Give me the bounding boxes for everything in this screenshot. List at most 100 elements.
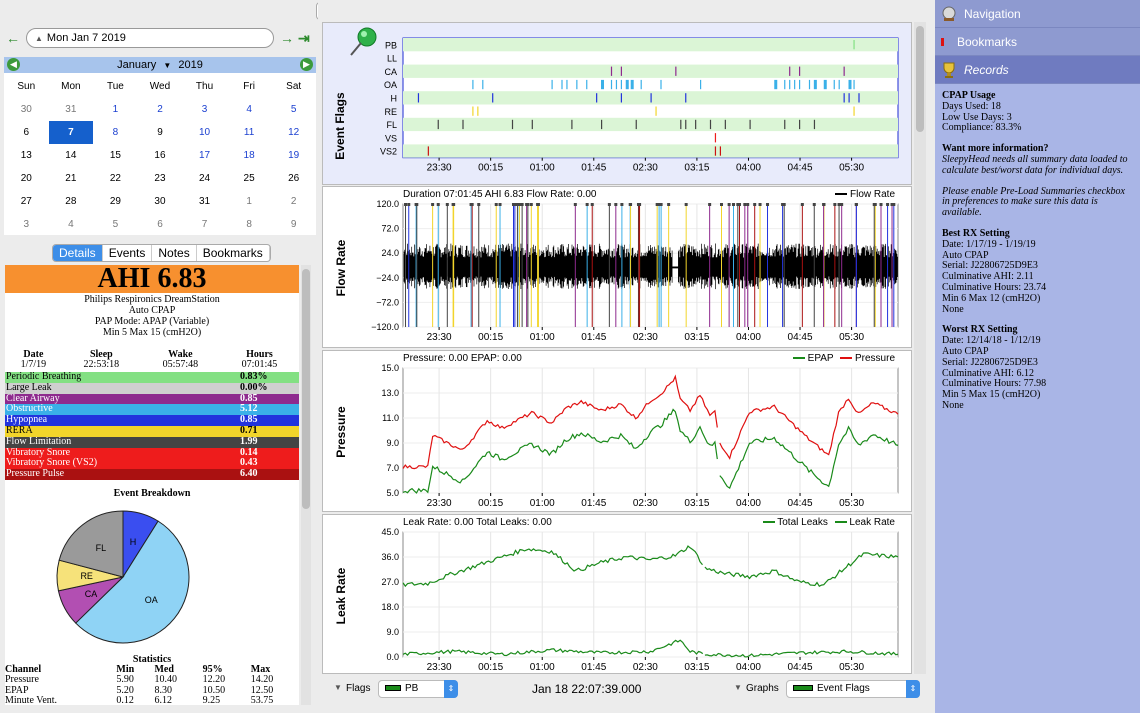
details-scrollbar[interactable] — [301, 265, 311, 705]
flow-event-dot — [879, 203, 883, 206]
pressure-chart[interactable]: 15.0 13.0 11.0 9.0 7.0 5.0 23:30 00:15 01:00 01:4… — [323, 351, 913, 513]
graphs-triangle-icon[interactable]: ▼ — [734, 683, 742, 692]
calendar-day[interactable]: 11 — [243, 127, 255, 138]
calendar-day[interactable]: 6 — [23, 127, 30, 138]
graphs-select-arrow-icon: ⇕ — [906, 680, 920, 698]
cpap-line: Days Used: 18 — [942, 100, 1001, 112]
calendar-day[interactable]: 29 — [109, 196, 121, 207]
flow-event-dot — [515, 203, 519, 206]
flag-row-label: RE — [384, 107, 397, 117]
calendar-day[interactable]: 31 — [65, 104, 77, 115]
calendar-day[interactable]: 10 — [198, 127, 211, 138]
flow-rate-legend: Flow Rate — [834, 189, 895, 200]
calendar-day[interactable]: 4 — [68, 219, 74, 230]
y-tick: 36.0 — [381, 552, 399, 562]
calendar-day[interactable]: 15 — [109, 150, 121, 161]
calendar-day[interactable]: 12 — [288, 127, 300, 138]
back-arrow-icon[interactable]: ← — [6, 30, 20, 46]
leak-rate-chart[interactable]: 45.0 36.0 27.0 18.0 9.0 0.0 23:30 00:15 01:00 01:… — [323, 515, 913, 675]
flag-mark-re — [472, 106, 474, 116]
calendar-day[interactable]: 23 — [154, 173, 166, 184]
flow-y-tick: −120.0 — [371, 322, 399, 332]
calendar-day[interactable]: 30 — [154, 196, 166, 207]
calendar-day[interactable]: 9 — [290, 219, 297, 230]
calendar-day[interactable]: 7 — [48, 121, 94, 144]
event-value: 0.00% — [240, 381, 268, 393]
calendar-day[interactable]: 22 — [109, 173, 121, 184]
calendar-day[interactable]: 24 — [198, 173, 211, 184]
flag-mark-h — [492, 93, 494, 103]
calendar-day[interactable]: 5 — [290, 104, 297, 115]
calendar-day[interactable]: 3 — [23, 219, 30, 230]
nav-bookmarks[interactable]: Bookmarks — [935, 28, 1140, 56]
event-row: Vibratory Snore (VS2) 0.43 — [5, 458, 299, 470]
flag-mark-ca — [610, 66, 613, 76]
calendar-day[interactable]: 9 — [157, 127, 163, 138]
calendar-month[interactable]: January — [117, 59, 157, 71]
flow-event-dot — [494, 203, 498, 206]
plot-area — [402, 367, 899, 494]
calendar-day[interactable]: 13 — [20, 150, 32, 161]
tab-events[interactable]: Events — [103, 245, 153, 261]
date-field[interactable]: ▲ Mon Jan 7 2019 — [26, 28, 274, 48]
flow-event-dot — [573, 203, 577, 206]
nav-navigation[interactable]: Navigation — [935, 0, 1140, 28]
calendar-day[interactable]: 21 — [65, 173, 77, 184]
flow-rate-chart[interactable]: 120.0 72.0 24.0 −24.0 −72.0 −120.0 23:30 00:15 0… — [323, 187, 913, 349]
calendar-day[interactable]: 8 — [112, 127, 119, 138]
event-flags-chart[interactable]: PB LL CA OA H RE FL VS VS2 23:30 00:15 01:00 01:45 02… — [323, 23, 913, 186]
calendar-day[interactable]: 18 — [243, 150, 255, 161]
calendar-day[interactable]: 3 — [201, 104, 208, 115]
forward-arrow-icon[interactable]: → — [280, 30, 294, 46]
tab-notes[interactable]: Notes — [152, 245, 197, 261]
pin-icon[interactable] — [345, 25, 385, 59]
calendar-day[interactable]: 28 — [65, 196, 77, 207]
nav-records[interactable]: Records — [935, 56, 1140, 84]
details-panel: AHI 6.83 Philips Respironics DreamStatio… — [5, 265, 299, 705]
calendar-day[interactable]: 4 — [246, 104, 252, 115]
stats-header: Max — [250, 663, 271, 675]
flag-mark-h — [650, 93, 652, 103]
calendar-day[interactable]: 25 — [243, 173, 255, 184]
graphs-scrollbar[interactable] — [914, 22, 926, 674]
info-text: SleepyHead needs all summary data loaded… — [942, 153, 1128, 176]
month-dropdown-icon[interactable]: ▼ — [163, 61, 172, 70]
calendar-day[interactable]: 2 — [290, 196, 297, 207]
left-panel: ← ▲ Mon Jan 7 2019 → ⇥ ◀ January ▼ 2019 ▶… — [0, 0, 316, 713]
calendar-day[interactable]: 8 — [246, 219, 252, 230]
calendar-year[interactable]: 2019 — [178, 59, 203, 71]
calendar-day[interactable]: 19 — [288, 150, 300, 161]
details-scroll-thumb[interactable] — [302, 269, 310, 509]
calendar-day[interactable]: 1 — [112, 104, 119, 115]
flag-mark-oa — [799, 79, 801, 90]
tab-details[interactable]: Details — [53, 245, 103, 261]
calendar-day[interactable]: 31 — [198, 196, 211, 207]
flags-triangle-icon[interactable]: ▼ — [334, 683, 342, 692]
graphs-select[interactable]: Event Flags ⇕ — [786, 680, 920, 698]
calendar-day[interactable]: 7 — [201, 219, 208, 230]
prev-month-icon[interactable]: ◀ — [7, 58, 20, 71]
calendar-day[interactable]: 1 — [246, 196, 252, 207]
calendar-day[interactable]: 5 — [112, 219, 119, 230]
calendar-day[interactable]: 2 — [157, 104, 163, 115]
flow-event-dot — [620, 203, 624, 206]
tab-bookmarks[interactable]: Bookmarks — [197, 245, 270, 261]
flow-event-dot — [477, 203, 481, 206]
calendar-day[interactable]: 6 — [157, 219, 163, 230]
last-day-icon[interactable]: ⇥ — [298, 30, 310, 46]
calendar-day[interactable]: 20 — [20, 173, 32, 184]
calendar-day[interactable]: 16 — [154, 150, 166, 161]
flag-mark-oa — [823, 79, 827, 90]
stats-cell: 53.75 — [250, 695, 274, 705]
flags-select[interactable]: PB ⇕ — [378, 680, 458, 698]
calendar-day[interactable]: 14 — [65, 150, 77, 161]
flag-mark-ca — [843, 66, 845, 76]
next-month-icon[interactable]: ▶ — [300, 58, 313, 71]
calendar-day[interactable]: 30 — [20, 104, 32, 115]
graphs-scroll-thumb[interactable] — [916, 26, 924, 132]
calendar-day[interactable]: 17 — [198, 150, 211, 161]
calendar-day[interactable]: 27 — [20, 196, 32, 207]
calendar-day[interactable]: 26 — [288, 173, 300, 184]
best-rx-line: Serial: J22806725D9E3 — [942, 260, 1038, 272]
bookmark-icon — [941, 38, 944, 46]
